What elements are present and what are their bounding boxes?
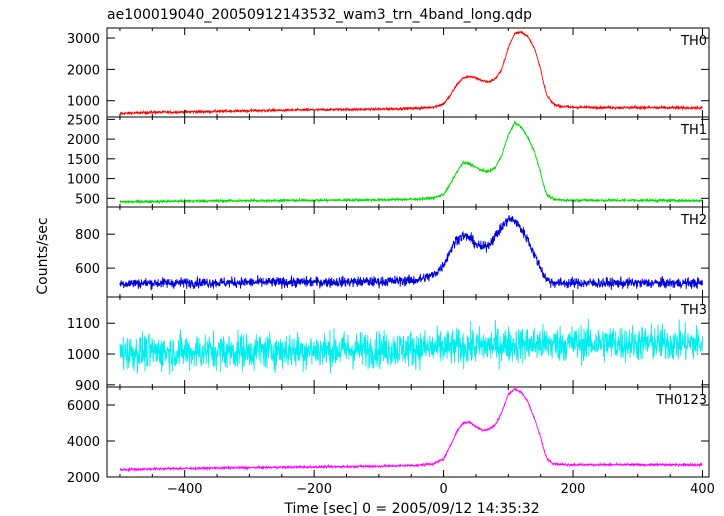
x-axis-title: Time [sec] 0 = 2005/09/12 14:35:32 [283, 501, 539, 516]
panel-label: TH1 [680, 123, 707, 138]
y-tick-label: 2500 [67, 113, 100, 128]
y-tick-label: 1000 [67, 173, 100, 188]
y-tick-label: 1500 [67, 153, 100, 168]
x-tick-label: 400 [690, 482, 715, 497]
y-tick-label: 3000 [67, 32, 100, 47]
panel-th0123: 2000 4000 6000 TH0123 [67, 386, 710, 486]
y-tick-label: 4000 [67, 435, 100, 450]
y-tick-label: 1000 [67, 348, 100, 363]
y-tick-label: 2000 [67, 133, 100, 148]
y-axis-title: Counts/sec [35, 217, 51, 294]
panel-frame [106, 27, 710, 118]
panel-th2: 600 800 TH2 [75, 206, 710, 298]
y-tick-label: 2000 [67, 471, 100, 486]
y-tick-label: 6000 [67, 399, 100, 414]
series-line-th1 [119, 120, 703, 205]
panels-group: 1000 2000 3000 TH0 500 1000 1500 2000 2500 TH1 600… [67, 27, 710, 486]
panel-th3: 900 1000 1100 TH3 [67, 296, 710, 394]
panel-label: TH3 [680, 303, 707, 318]
panel-label: TH2 [680, 213, 707, 228]
y-tick-label: 1100 [67, 317, 100, 332]
y-tick-label: 800 [75, 228, 100, 243]
y-tick-label: 600 [75, 262, 100, 277]
y-tick-label: 2000 [67, 63, 100, 78]
panel-frame [106, 386, 710, 478]
panel-label: TH0 [680, 34, 707, 49]
x-tick-label: −200 [296, 482, 332, 497]
series-line-th2 [119, 215, 703, 291]
y-tick-label: 900 [75, 379, 100, 394]
panel-label: TH0123 [655, 393, 707, 408]
x-axis: −400 −200 0 200 400 [167, 482, 715, 497]
panel-th1: 500 1000 1500 2000 2500 TH1 [67, 113, 710, 208]
series-line-th0 [119, 30, 703, 116]
x-tick-label: −400 [167, 482, 203, 497]
chart-title: ae100019040_20050912143532_wam3_trn_4ban… [107, 7, 532, 23]
panel-th0: 1000 2000 3000 TH0 [67, 27, 710, 118]
panel-frame [106, 116, 710, 208]
y-tick-label: 1000 [67, 95, 100, 110]
series-line-th0123 [119, 387, 703, 473]
x-tick-label: 200 [561, 482, 586, 497]
y-tick-label: 500 [75, 192, 100, 207]
series-line-th3 [119, 318, 703, 375]
x-tick-label: 0 [439, 482, 447, 497]
